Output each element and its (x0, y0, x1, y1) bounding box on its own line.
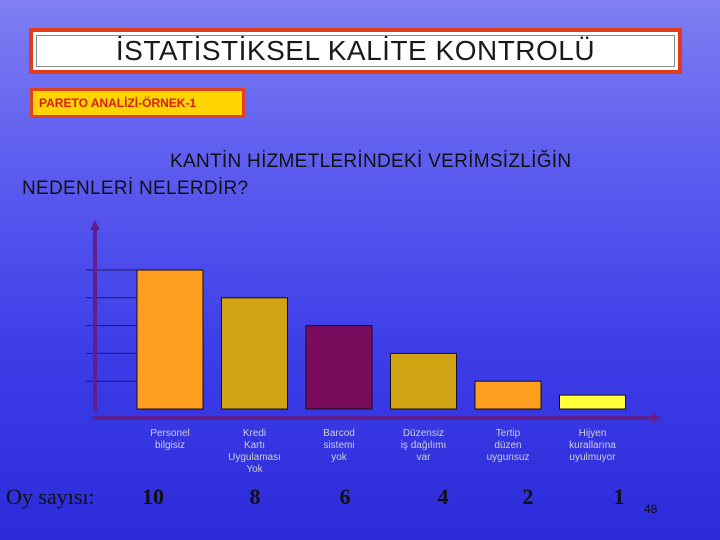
category-label-line: Düzensiz (403, 428, 444, 439)
bar-3 (305, 325, 373, 410)
subtitle: PARETO ANALİZİ-ÖRNEK-1 (39, 96, 197, 110)
category-label-5: Tertip düzen uygunsuz (487, 428, 530, 463)
category-label-line: Uygulaması (228, 452, 281, 463)
count-label-5: 2 (523, 484, 534, 509)
category-label-line: kurallarına (569, 440, 616, 451)
bar-4 (390, 352, 457, 410)
count-label-2: 8 (250, 484, 261, 509)
bars (136, 269, 626, 410)
subtitle-box: PARETO ANALİZİ-ÖRNEK-1 (30, 88, 245, 118)
question-line-1: KANTİN HİZMETLERİNDEKİ VERİMSİZLİĞİN (170, 151, 572, 172)
category-label-line: uygunsuz (487, 452, 530, 463)
category-label-line: uyulmuyor (569, 452, 616, 463)
count-labels: Oy sayısı: 10 8 6 4 2 1 (6, 484, 625, 509)
category-label-line: Barcod (323, 428, 355, 439)
bar-6 (559, 394, 626, 410)
count-label-6: 1 (614, 484, 625, 509)
count-label-3: 6 (340, 484, 351, 509)
category-label-line: sistemi (323, 440, 354, 451)
category-label-line: Personel (150, 428, 189, 439)
category-label-1: Personel bilgisiz (150, 428, 189, 451)
category-label-line: Kartı (244, 440, 265, 451)
axes (90, 220, 662, 423)
category-label-2: Kredi Kartı Uygulaması Yok (228, 428, 281, 475)
page-number: 48 (644, 502, 658, 516)
category-label-line: Tertip (496, 428, 521, 439)
category-labels: Personel bilgisiz Kredi Kartı Uygulaması Yok B… (150, 428, 616, 475)
count-label-1: 10 (142, 484, 164, 509)
category-label-line: yok (331, 452, 348, 463)
count-label-4: 4 (438, 484, 449, 509)
category-label-4: Düzensiz iş dağılımı var (401, 428, 447, 463)
category-label-line: Hijyen (579, 428, 607, 439)
title-box: İSTATİSTİKSEL KALİTE KONTROLÜ (29, 28, 682, 74)
bar-1 (136, 269, 204, 410)
category-label-line: bilgisiz (155, 440, 185, 451)
category-label-6: Hijyen kurallarına uyulmuyor (569, 428, 616, 463)
category-label-line: Yok (246, 464, 263, 475)
category-label-line: düzen (494, 440, 521, 451)
question-line-2: NEDENLERİ NELERDİR? (22, 178, 249, 199)
oy-sayisi-label: Oy sayısı: (6, 484, 95, 509)
question-text: KANTİN HİZMETLERİNDEKİ VERİMSİZLİĞİN NED… (22, 148, 682, 202)
category-label-line: var (417, 452, 432, 463)
bar-2 (221, 297, 288, 410)
category-label-3: Barcod sistemi yok (323, 428, 355, 463)
bar-5 (474, 380, 542, 410)
category-label-line: iş dağılımı (401, 440, 447, 451)
category-label-line: Kredi (243, 428, 266, 439)
page-title: İSTATİSTİKSEL KALİTE KONTROLÜ (115, 35, 596, 66)
